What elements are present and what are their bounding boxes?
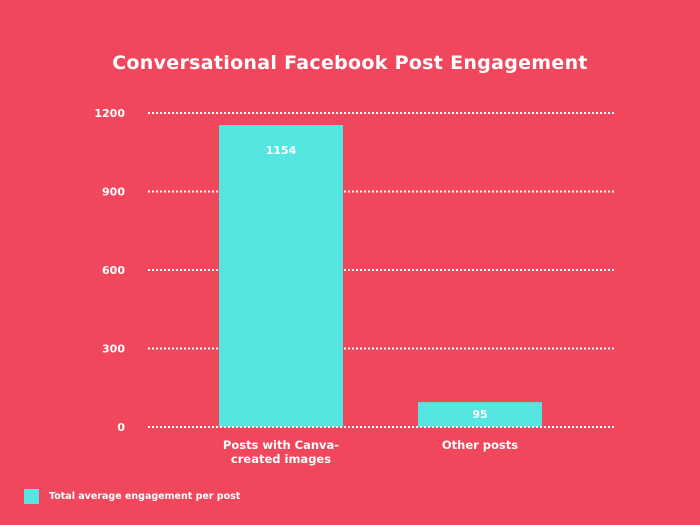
data-label: 95 (472, 408, 487, 421)
data-label: 1154 (266, 144, 297, 157)
y-tick-label: 900 (102, 186, 125, 199)
y-tick-label: 600 (102, 264, 125, 277)
legend-swatch (24, 489, 39, 504)
bar (418, 402, 542, 427)
y-tick-label: 0 (117, 421, 125, 434)
y-tick-label: 1200 (94, 107, 125, 120)
x-category-label: Other posts (442, 438, 518, 452)
legend: Total average engagement per post (24, 489, 240, 504)
x-category-label: Posts with Canva- (223, 438, 339, 452)
x-category-label: created images (231, 452, 331, 466)
legend-label: Total average engagement per post (49, 491, 241, 502)
bar (219, 125, 343, 427)
y-tick-label: 300 (102, 343, 125, 356)
chart-title: Conversational Facebook Post Engagement (112, 52, 588, 74)
